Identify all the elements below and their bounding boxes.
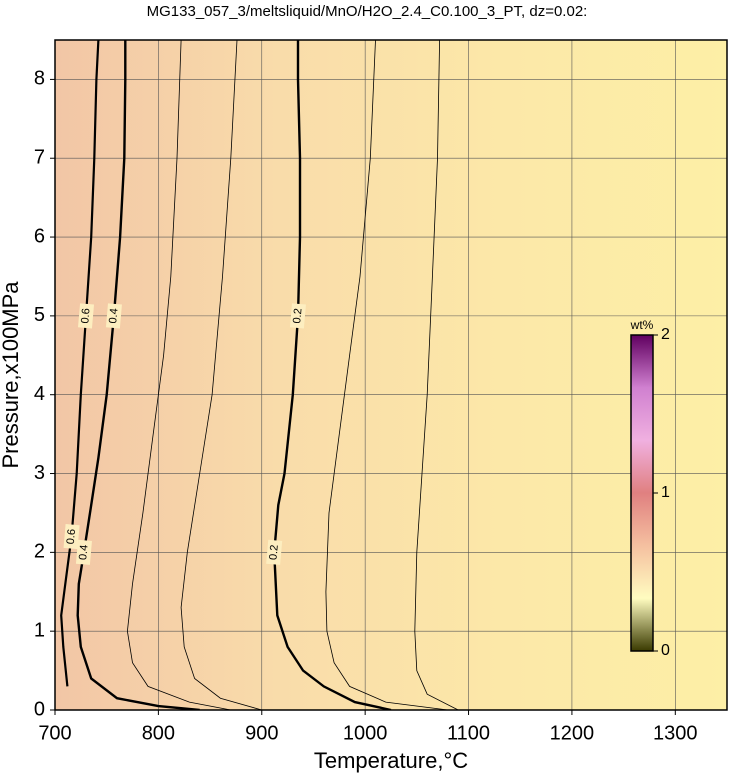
contour-line xyxy=(414,40,459,710)
plot-area: 0.60.60.40.40.20.2 xyxy=(55,40,727,710)
contour-line xyxy=(180,40,262,710)
colorbar xyxy=(630,334,654,652)
contour-label-bg xyxy=(77,303,95,329)
y-tick-label: 4 xyxy=(34,383,45,405)
y-tick-label: 8 xyxy=(34,68,45,90)
x-tick-label: 1300 xyxy=(653,722,698,744)
y-tick-label: 7 xyxy=(34,147,45,169)
contour-line xyxy=(126,40,231,710)
x-axis-label: Temperature,°C xyxy=(314,748,468,773)
contour-label-text: 0.2 xyxy=(267,544,280,560)
y-tick-label: 5 xyxy=(34,304,45,326)
contour-line xyxy=(272,40,392,710)
contour-label: 0.2 xyxy=(289,303,306,329)
x-tick-label: 1200 xyxy=(550,722,595,744)
y-tick-label: 6 xyxy=(34,225,45,247)
colorbar-tick-label: 1 xyxy=(661,484,670,501)
plot-background xyxy=(55,40,727,710)
colorbar-label: wt% xyxy=(630,318,654,332)
y-tick-label: 1 xyxy=(34,619,45,641)
contour-label-bg xyxy=(63,524,80,550)
contour-label-bg xyxy=(75,539,92,565)
x-tick-label: 1100 xyxy=(447,722,490,744)
contour-line xyxy=(76,40,200,710)
contour-label: 0.4 xyxy=(105,303,122,329)
contour-label: 0.2 xyxy=(266,539,283,565)
x-tick-label: 700 xyxy=(38,722,71,744)
x-tick-label: 900 xyxy=(245,722,278,744)
colorbar-tick-label: 2 xyxy=(661,326,670,343)
y-axis-label: Pressure,x100MPa xyxy=(0,281,23,469)
contour-label-bg xyxy=(105,303,122,329)
contour-label: 0.6 xyxy=(77,303,95,329)
contour-label: 0.6 xyxy=(63,524,80,550)
contour-label-text: 0.2 xyxy=(291,308,304,324)
contour-line xyxy=(60,40,100,687)
contour-label-text: 0.6 xyxy=(79,308,92,324)
contour-label-text: 0.6 xyxy=(65,528,78,544)
colorbar-tick-label: 0 xyxy=(661,642,670,659)
contour-label-bg xyxy=(289,303,306,329)
contour-label-text: 0.4 xyxy=(77,544,90,560)
y-tick-label: 0 xyxy=(34,698,45,720)
y-tick-label: 3 xyxy=(34,462,45,484)
x-tick-label: 1000 xyxy=(343,722,388,744)
y-tick-label: 2 xyxy=(34,541,45,563)
x-tick-label: 800 xyxy=(142,722,175,744)
contour-label: 0.4 xyxy=(75,539,92,565)
contour-label-text: 0.4 xyxy=(107,308,120,324)
plot-frame xyxy=(54,39,728,711)
contour-line xyxy=(325,40,448,710)
contour-label-bg xyxy=(266,539,283,565)
chart-title: MG133_057_3/meltsliquid/MnO/H2O_2.4_C0.1… xyxy=(147,3,588,20)
